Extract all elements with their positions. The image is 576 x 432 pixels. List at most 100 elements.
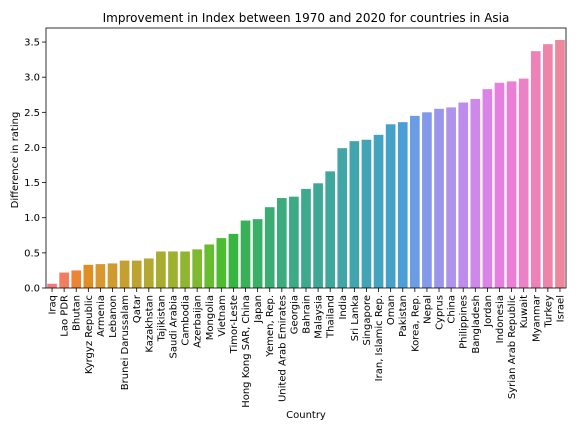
y-tick-label: 2.5 [24, 108, 40, 119]
x-tick-label: Singapore [362, 295, 373, 345]
y-axis-label: Difference in rating [10, 112, 21, 209]
x-tick-label: Vietnam [217, 295, 228, 337]
x-tick-label: Saudi Arabia [168, 295, 179, 358]
bar-yemen-rep [264, 207, 275, 288]
bar-hong-kong-sar-china [240, 220, 251, 288]
x-tick-label: Korea, Rep. [410, 295, 421, 352]
bar-kazakhstan [143, 258, 154, 288]
bar-syrian-arab-republic [506, 81, 517, 288]
x-tick-label: Armenia [96, 295, 107, 337]
x-tick-label: Mongolia [205, 295, 216, 340]
x-tick-label: Sri Lanka [350, 295, 361, 341]
bar-thailand [325, 171, 336, 288]
bar-malaysia [313, 183, 323, 288]
x-tick-label: Nepal [422, 295, 433, 324]
x-axis-label: Country [286, 410, 326, 421]
y-tick-label: 1.0 [24, 213, 40, 224]
bar-bahrain [301, 188, 311, 288]
bar-japan [252, 219, 263, 288]
bar-india [337, 148, 348, 288]
bar-kyrgyz-republic [83, 264, 94, 288]
x-tick-label: Georgia [289, 295, 300, 334]
x-tick-label: Japan [253, 295, 264, 324]
y-ticks-group: 0.0 0.5 1.0 1.5 2.0 2.5 3.0 3.5 [24, 38, 46, 295]
bar-kuwait [518, 78, 529, 288]
x-tick-label: Syrian Arab Republic [507, 295, 518, 399]
bar-cambodia [180, 251, 190, 288]
x-tick-label: Brunei Darussalam [120, 295, 131, 390]
bar-china [446, 107, 456, 288]
x-tick-label: Myanmar [531, 294, 542, 342]
x-tick-label: Cyprus [435, 295, 446, 330]
bar-oman [385, 124, 396, 289]
x-tick-label: Jordan [483, 295, 494, 328]
x-tick-label: Bhutan [72, 295, 83, 331]
bar-bangladesh [470, 98, 481, 288]
x-tick-label: India [338, 295, 349, 320]
y-tick-label: 3.5 [24, 38, 40, 49]
bar-nepal [422, 112, 432, 288]
x-ticks-group: Iraq Lao PDR Bhutan Kyrgyz Republic Armenia L… [48, 288, 566, 408]
bar-iran-islamic-rep [373, 134, 384, 288]
bar-tajikistan [156, 251, 166, 288]
bar-lebanon [107, 263, 118, 288]
x-tick-label: Turkey [543, 295, 554, 329]
x-tick-label: Cambodia [181, 295, 192, 346]
bar-georgia [289, 196, 299, 288]
bar-bhutan [71, 270, 82, 288]
x-tick-label: Kyrgyz Republic [84, 295, 95, 374]
x-tick-label: Pakistan [398, 295, 409, 337]
x-tick-label: Iran, Islamic Rep. [374, 295, 385, 381]
y-tick-label: 2.0 [24, 143, 40, 154]
x-tick-label: Iraq [48, 295, 59, 315]
x-tick-label: Bahrain [302, 295, 313, 334]
x-tick-label: Qatar [132, 294, 143, 323]
plot-frame [45, 27, 567, 289]
bar-iraq [47, 283, 57, 288]
bar-singapore [361, 139, 372, 288]
bar-qatar [131, 260, 142, 288]
y-tick-label: 3.0 [24, 73, 40, 84]
bar-brunei-darussalam [119, 260, 130, 288]
bar-sri-lanka [349, 141, 360, 288]
bar-indonesia [494, 82, 505, 288]
bar-cyprus [434, 108, 444, 288]
x-tick-label: Lebanon [108, 295, 119, 338]
bar-timor-leste [228, 233, 239, 288]
x-tick-label: China [447, 295, 458, 324]
x-tick-label: Lao PDR [60, 295, 71, 337]
x-tick-label: Bangladesh [471, 295, 482, 354]
x-tick-label: Thailand [326, 295, 337, 339]
bar-philippines [458, 102, 469, 289]
bar-united-arab-emirates [276, 198, 287, 288]
x-tick-label: Kuwait [519, 295, 530, 328]
x-tick-label: Philippines [459, 295, 470, 349]
y-tick-label: 0.5 [24, 248, 40, 259]
bar-israel [555, 39, 565, 289]
chart-title: Improvement in Index between 1970 and 20… [103, 11, 510, 25]
x-tick-label: Oman [386, 295, 397, 325]
bar-korea-rep [410, 115, 420, 288]
bar-lao-pdr [59, 272, 69, 288]
y-tick-label: 1.5 [24, 178, 40, 189]
x-tick-label: Timor-Leste [229, 295, 240, 354]
x-tick-label: Israel [555, 295, 566, 322]
bar-pakistan [397, 122, 408, 288]
bar-mongolia [204, 244, 215, 288]
bar-jordan [482, 89, 493, 288]
bar-vietnam [216, 238, 227, 288]
bar-armenia [95, 264, 106, 288]
x-tick-label: Kazakhstan [144, 295, 155, 353]
x-tick-label: Indonesia [495, 295, 506, 343]
bar-saudi-arabia [168, 251, 178, 288]
y-tick-label: 0.0 [24, 284, 40, 295]
bars-group [47, 39, 565, 289]
x-tick-label: Azerbaijan [193, 295, 204, 348]
bar-turkey [543, 44, 553, 288]
bar-azerbaijan [192, 249, 202, 288]
x-tick-label: Tajikistan [156, 295, 167, 342]
x-tick-label: Malaysia [314, 295, 325, 339]
bar-myanmar [530, 51, 541, 288]
x-tick-label: Hong Kong SAR, China [241, 295, 252, 408]
